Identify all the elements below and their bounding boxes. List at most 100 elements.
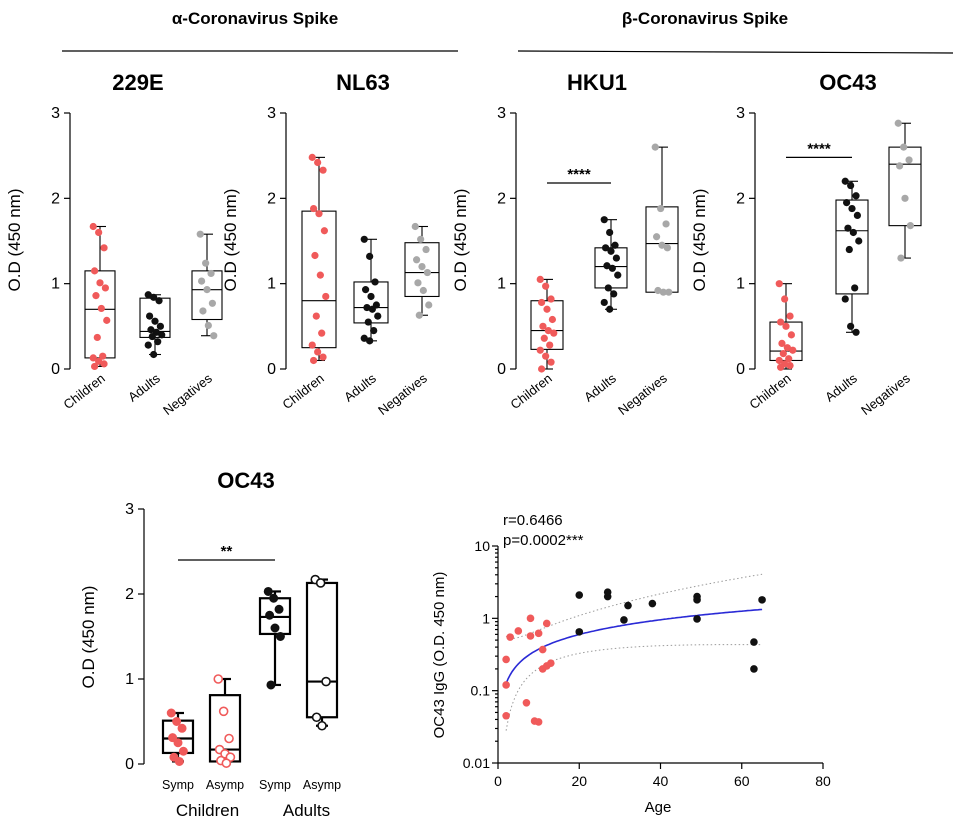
box-iqr	[888, 146, 922, 227]
data-point	[208, 299, 216, 307]
x-category-label: Asymp	[303, 778, 341, 792]
data-point	[101, 284, 109, 292]
data-point	[92, 292, 100, 300]
data-point	[103, 316, 111, 324]
data-point	[263, 586, 273, 596]
y-tick-label: 2	[51, 190, 60, 207]
chart-nl63: NL63 O.D (450 nm) 0 1 2 3 Children AdultsNegati…	[221, 70, 440, 418]
data-point	[853, 211, 862, 219]
data-point	[207, 269, 215, 278]
data-point	[783, 344, 791, 352]
scatter-point	[502, 711, 510, 720]
scatter-point	[750, 638, 758, 646]
data-point	[158, 331, 166, 339]
scatter-point	[526, 632, 535, 640]
data-point	[177, 723, 187, 733]
data-point	[894, 119, 902, 127]
y-tick-label: 2	[736, 190, 745, 207]
data-point	[150, 293, 158, 301]
correlation-r: r=0.6466	[503, 512, 563, 529]
data-point	[906, 222, 915, 230]
scatter-point	[542, 619, 551, 628]
data-point	[322, 292, 330, 301]
box-iqr	[301, 210, 337, 349]
data-point	[154, 338, 162, 346]
data-point	[547, 295, 555, 303]
x-group-label: Adults	[283, 801, 330, 820]
data-point	[95, 357, 103, 365]
box-iqr	[191, 270, 223, 321]
data-point	[89, 222, 97, 231]
data-point	[319, 166, 327, 174]
scatter-point	[575, 591, 584, 599]
data-point	[604, 284, 612, 292]
data-point	[168, 733, 178, 743]
y-tick-label: 1	[482, 610, 490, 626]
panel-title: NL63	[336, 70, 390, 95]
correlation-p: p=0.0002***	[503, 532, 584, 549]
data-point	[547, 358, 555, 366]
data-point	[148, 332, 156, 341]
scatter-point	[648, 599, 657, 608]
data-point	[147, 326, 155, 334]
data-point	[419, 286, 427, 295]
data-point	[603, 262, 611, 270]
data-point	[96, 279, 104, 287]
scatter-point	[506, 633, 514, 641]
data-point	[663, 244, 672, 252]
chart-oc43: OC43 O.D (450 nm) 0 1 2 3 Children AdultsNegati…	[690, 70, 922, 418]
y-tick-label: 2	[497, 190, 506, 207]
data-point	[213, 674, 224, 684]
data-point	[786, 361, 794, 370]
data-point	[550, 329, 558, 337]
x-category-label: Negatives	[858, 370, 913, 418]
x-category-label: Symp	[259, 778, 291, 792]
data-point	[166, 708, 176, 718]
scatter-point	[502, 655, 510, 664]
y-tick-label: 0	[736, 361, 745, 378]
scatter-point	[603, 588, 612, 596]
scatter-point	[526, 614, 535, 623]
data-point	[843, 199, 851, 207]
data-point	[172, 717, 182, 726]
x-tick-label: 20	[571, 773, 587, 789]
data-point	[600, 298, 608, 307]
data-point	[364, 318, 372, 326]
data-point	[787, 331, 796, 339]
data-point	[311, 251, 319, 260]
data-point	[275, 632, 285, 641]
data-point	[221, 758, 232, 768]
data-point	[425, 301, 433, 309]
data-point	[371, 278, 379, 286]
box-iqr	[645, 206, 679, 293]
data-point	[848, 204, 856, 213]
x-category-label: Negatives	[615, 370, 670, 418]
scatter-point	[502, 681, 510, 689]
data-point	[362, 286, 370, 294]
data-point	[600, 216, 608, 224]
x-category-label: Adults	[341, 370, 379, 404]
x-category-label: Symp	[162, 778, 194, 792]
data-point	[310, 204, 318, 213]
x-tick-label: 0	[494, 773, 502, 789]
data-point	[312, 312, 320, 320]
data-point	[144, 291, 152, 299]
data-point	[91, 267, 99, 275]
data-point	[546, 341, 554, 349]
data-point	[366, 252, 374, 260]
data-point	[602, 244, 610, 252]
data-point	[315, 210, 323, 218]
data-point	[777, 363, 785, 371]
data-point	[100, 360, 108, 368]
data-point	[411, 222, 419, 231]
data-point	[852, 328, 860, 336]
data-point	[844, 224, 852, 232]
data-point	[367, 292, 375, 301]
data-point	[366, 337, 374, 345]
data-point	[611, 241, 619, 249]
scatter-point	[758, 596, 766, 604]
scatter-point	[534, 629, 543, 638]
data-point	[173, 738, 183, 748]
significance-label: **	[221, 543, 233, 560]
chart-oc43-age-scatter: 0.01 0.1 1 10 0 20 40 60 80 Age OC43 IgG (O.D. 450…	[431, 512, 831, 816]
